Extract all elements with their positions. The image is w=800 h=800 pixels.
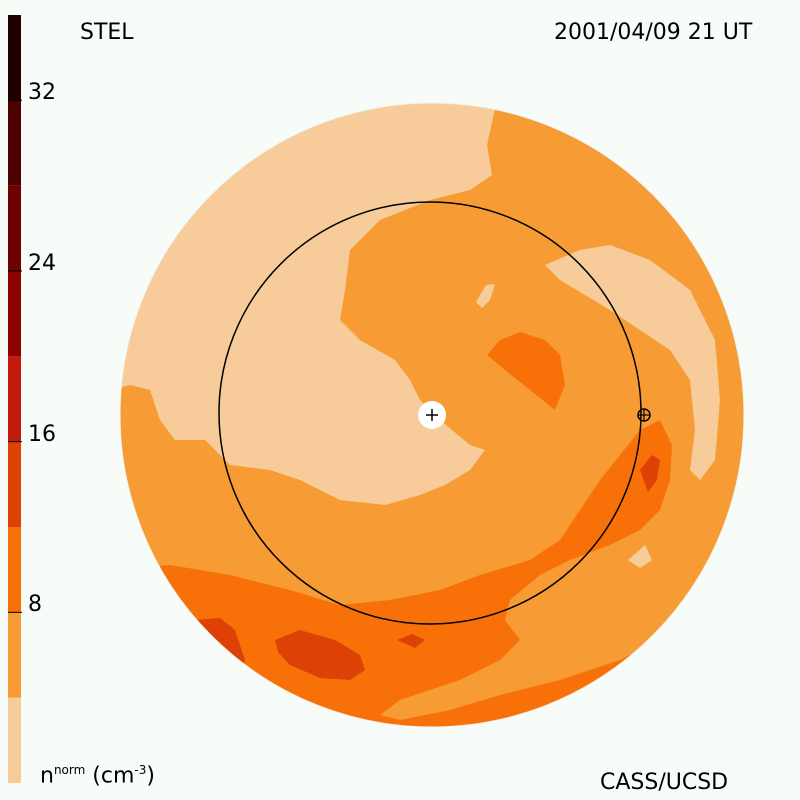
unit-label: nnorm (cm-3): [40, 764, 155, 787]
timestamp-label: 2001/04/09 21 UT: [554, 20, 753, 45]
region-light-spot-2: [628, 545, 652, 568]
colorbar-tick-label: 32: [28, 80, 56, 106]
colorbar-segment: [8, 356, 21, 442]
disk-edge: [119, 102, 745, 728]
region-light-upper-left: [120, 103, 497, 505]
unit-superscript: norm: [53, 763, 86, 777]
unit-base: n: [40, 763, 54, 789]
region-darker-patch-4: [640, 455, 660, 492]
earth-marker-icon: [637, 408, 651, 422]
unit-close: ): [146, 763, 155, 789]
colorbar-segment: [8, 697, 21, 783]
colorbar: [8, 15, 22, 783]
colorbar-tick-label: 8: [28, 592, 42, 618]
colorbar-segment: [8, 612, 21, 698]
colorbar-segment: [8, 271, 21, 357]
colorbar-segment: [8, 185, 21, 271]
source-label: STEL: [80, 20, 134, 45]
credit-label: CASS/UCSD: [600, 770, 729, 795]
unit-exponent: -3: [134, 763, 147, 777]
colorbar-segment: [8, 15, 21, 101]
unit-rest: (cm: [85, 763, 135, 789]
colorbar-tick-label: 16: [28, 421, 56, 447]
region-light-upper-right: [545, 245, 720, 480]
region-darker-patch-3: [397, 634, 425, 648]
region-darker-patch-2: [275, 630, 365, 680]
earth-orbit-circle: [218, 201, 642, 625]
colorbar-segment: [8, 527, 21, 613]
region-light-spot-1: [476, 284, 495, 308]
colorbar-segment: [8, 100, 21, 186]
region-dark-mid-patch: [487, 332, 565, 410]
colorbar-tick-label: 24: [28, 251, 56, 276]
colorbar-segment: [8, 441, 21, 527]
sun-marker-icon: [418, 401, 446, 429]
